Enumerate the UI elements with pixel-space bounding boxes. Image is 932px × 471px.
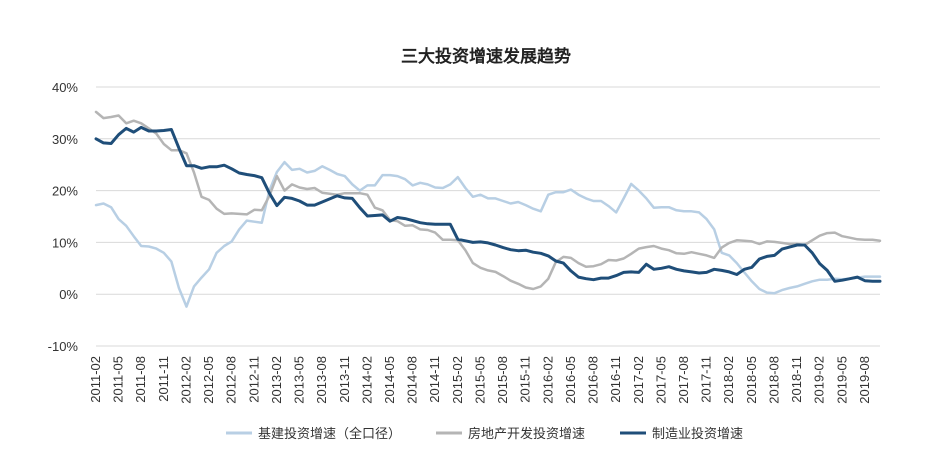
y-axis-ticks: -10% 0% 10% 20% 30% 40% [48,80,79,354]
series-line-3 [94,125,882,283]
y-tick-label: 30% [52,132,78,147]
series-line-1 [94,160,882,308]
x-tick-label: 2012-11 [246,356,261,403]
x-tick-label: 2011-11 [156,356,171,402]
x-tick-label: 2014-11 [427,356,442,403]
x-tick-label: 2019-02 [812,356,827,404]
y-tick-label: 10% [52,235,78,250]
x-tick-label: 2017-08 [676,356,691,404]
y-tick-label: 20% [52,184,78,199]
x-tick-label: 2012-02 [178,356,193,404]
x-tick-label: 2011-02 [88,356,103,403]
x-tick-label: 2016-02 [540,356,555,404]
x-axis-ticks: 2011-02 2011-05 2011-08 2011-11 2012-02 2012-… [88,356,872,404]
legend-label: 基建投资增速（全口径） [258,426,401,442]
x-tick-label: 2013-02 [269,356,284,404]
x-tick-label: 2011-08 [133,356,148,403]
x-tick-label: 2015-05 [472,356,487,404]
x-tick-label: 2018-05 [744,356,759,404]
x-tick-label: 2019-05 [834,356,849,404]
x-tick-label: 2012-08 [224,356,239,404]
x-tick-label: 2015-08 [495,356,510,404]
x-tick-label: 2015-02 [450,356,465,404]
x-tick-label: 2013-08 [314,356,329,404]
x-tick-label: 2019-08 [857,356,872,404]
x-tick-label: 2014-08 [405,356,420,404]
x-tick-label: 2012-05 [201,356,216,404]
series-lines [94,110,882,308]
x-tick-label: 2018-02 [721,356,736,404]
x-tick-label: 2017-02 [631,356,646,404]
legend-label: 房地产开发投资增速 [468,426,585,442]
grid-lines [96,86,880,347]
x-tick-label: 2014-05 [382,356,397,404]
x-tick-label: 2016-08 [586,356,601,404]
x-tick-label: 2016-11 [608,356,623,403]
y-tick-label: -10% [48,339,79,354]
series-line-2 [94,110,882,291]
y-tick-label: 40% [52,80,78,95]
y-tick-label: 0% [59,287,78,302]
x-tick-label: 2017-05 [653,356,668,404]
legend: 基建投资增速（全口径） 房地产开发投资增速 制造业投资增速 [226,426,743,442]
chart-title: 三大投资增速发展趋势 [401,46,571,67]
x-tick-label: 2014-02 [359,356,374,404]
x-tick-label: 2018-08 [766,356,781,404]
x-tick-label: 2015-11 [518,356,533,403]
x-tick-label: 2018-11 [789,356,804,403]
x-tick-label: 2011-05 [111,356,126,403]
legend-label: 制造业投资增速 [652,426,743,442]
x-tick-label: 2017-11 [699,356,714,403]
x-tick-label: 2013-11 [337,356,352,403]
x-tick-label: 2016-05 [563,356,578,404]
x-tick-label: 2013-05 [292,356,307,404]
